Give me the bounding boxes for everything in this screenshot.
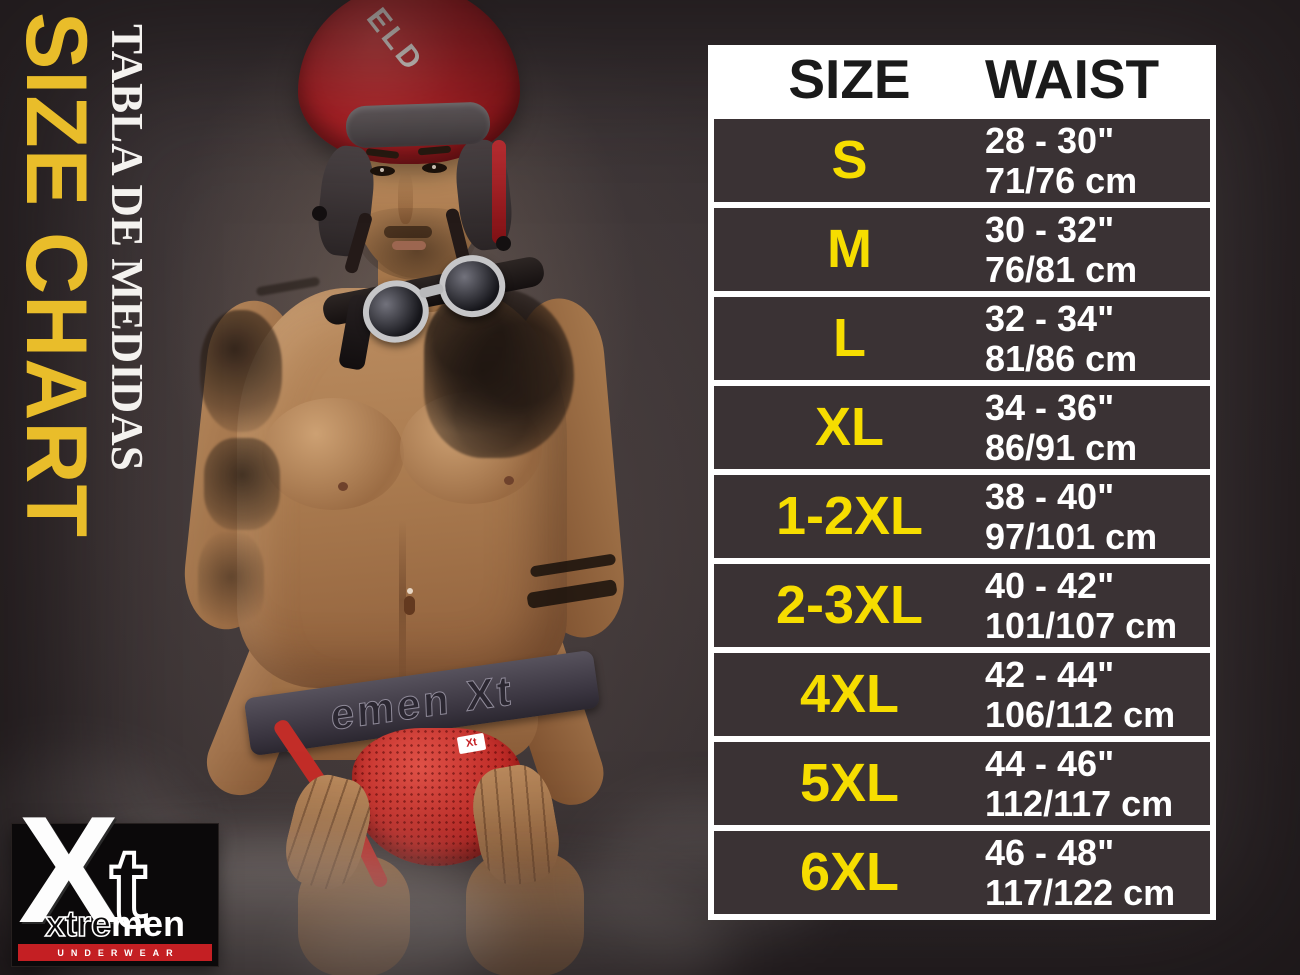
nose-shadow — [398, 172, 413, 224]
waist-inches: 40 - 42" — [985, 564, 1115, 606]
tribal-armband-tattoo — [204, 438, 280, 530]
size-cell: M — [827, 219, 872, 279]
collarbone-tattoo — [255, 276, 321, 297]
helmet-knob-right — [496, 236, 511, 251]
page-title: SIZE CHART — [8, 12, 104, 538]
size-cell: 4XL — [799, 664, 900, 724]
table-row: 1-2XL 38 - 40" 97/101 cm — [714, 475, 1210, 558]
logo-brand-name: xtremen — [12, 903, 218, 944]
waist-cell: 40 - 42" 101/107 cm — [985, 564, 1210, 646]
table-row: L 32 - 34" 81/86 cm — [714, 297, 1210, 380]
helmet-knob-left — [312, 206, 327, 221]
size-cell: 1-2XL — [775, 486, 924, 546]
table-row: 5XL 44 - 46" 112/117 cm — [714, 742, 1210, 825]
size-cell: 6XL — [799, 842, 900, 902]
navel — [404, 596, 415, 615]
size-table: SIZE WAIST S 28 - 30" 71/76 cm M 30 - 32… — [708, 45, 1216, 920]
waist-cm: 81/86 cm — [985, 337, 1138, 379]
waist-cm: 97/101 cm — [985, 515, 1158, 557]
waist-inches: 30 - 32" — [985, 208, 1115, 250]
table-row: M 30 - 32" 76/81 cm — [714, 208, 1210, 291]
ab-line — [399, 520, 406, 680]
waist-cm: 76/81 cm — [985, 248, 1138, 290]
waist-cm: 117/122 cm — [985, 871, 1176, 913]
forearm-tattoo — [198, 532, 264, 632]
xtremen-logo: X t xtremen UNDERWEAR — [12, 794, 218, 966]
pec-left — [262, 398, 404, 510]
waist-inches: 32 - 34" — [985, 297, 1115, 339]
table-row: 6XL 46 - 48" 117/122 cm — [714, 831, 1210, 914]
table-header: SIZE WAIST — [714, 45, 1210, 113]
page-subtitle: TABLA DE MEDIDAS — [102, 24, 152, 471]
navel-piercing — [407, 588, 413, 594]
waist-cell: 34 - 36" 86/91 cm — [985, 386, 1210, 468]
logo-underwear-banner: UNDERWEAR — [18, 944, 212, 961]
header-waist: WAIST — [985, 48, 1160, 110]
waist-inches: 34 - 36" — [985, 386, 1115, 428]
waist-cm: 101/107 cm — [985, 604, 1178, 646]
nipple-right — [504, 476, 514, 485]
lips — [392, 241, 426, 250]
goggles — [320, 245, 547, 371]
table-row: 4XL 42 - 44" 106/112 cm — [714, 653, 1210, 736]
waist-cm: 112/117 cm — [985, 782, 1174, 824]
waist-cell: 32 - 34" 81/86 cm — [985, 297, 1210, 379]
logo-brand-outline: xtre — [44, 903, 112, 944]
waist-cell: 46 - 48" 117/122 cm — [985, 831, 1210, 913]
size-cell: S — [831, 130, 868, 190]
waist-cm: 71/76 cm — [985, 159, 1138, 201]
header-size: SIZE — [788, 48, 911, 110]
eye-glint-right — [432, 165, 436, 169]
nipple-left — [338, 482, 348, 491]
size-cell: 5XL — [799, 753, 900, 813]
waist-cell: 38 - 40" 97/101 cm — [985, 475, 1210, 557]
waist-cm: 106/112 cm — [985, 693, 1176, 735]
waist-inches: 38 - 40" — [985, 475, 1115, 517]
waist-inches: 28 - 30" — [985, 119, 1115, 161]
logo-x-letter: X — [18, 785, 120, 955]
waist-cell: 28 - 30" 71/76 cm — [985, 119, 1210, 201]
eye-glint-left — [380, 168, 384, 172]
size-cell: XL — [814, 397, 884, 457]
waist-cell: 42 - 44" 106/112 cm — [985, 653, 1210, 735]
waist-cm: 86/91 cm — [985, 426, 1138, 468]
waist-inches: 46 - 48" — [985, 831, 1115, 873]
size-cell: L — [833, 308, 866, 368]
size-cell: 2-3XL — [775, 575, 924, 635]
table-row: XL 34 - 36" 86/91 cm — [714, 386, 1210, 469]
waist-cell: 30 - 32" 76/81 cm — [985, 208, 1210, 290]
waist-inches: 44 - 46" — [985, 742, 1115, 784]
waist-inches: 42 - 44" — [985, 653, 1115, 695]
logo-brand-solid: men — [111, 903, 186, 944]
helmet-edge-right — [492, 140, 506, 244]
chest-tattoo — [424, 288, 574, 458]
logo-t-letter: t — [108, 825, 149, 950]
mustache — [384, 226, 432, 238]
table-row: 2-3XL 40 - 42" 101/107 cm — [714, 564, 1210, 647]
table-row: S 28 - 30" 71/76 cm — [714, 119, 1210, 202]
wolf-tattoo — [200, 310, 282, 432]
helmet-liner — [345, 101, 491, 149]
waist-cell: 44 - 46" 112/117 cm — [985, 742, 1210, 824]
